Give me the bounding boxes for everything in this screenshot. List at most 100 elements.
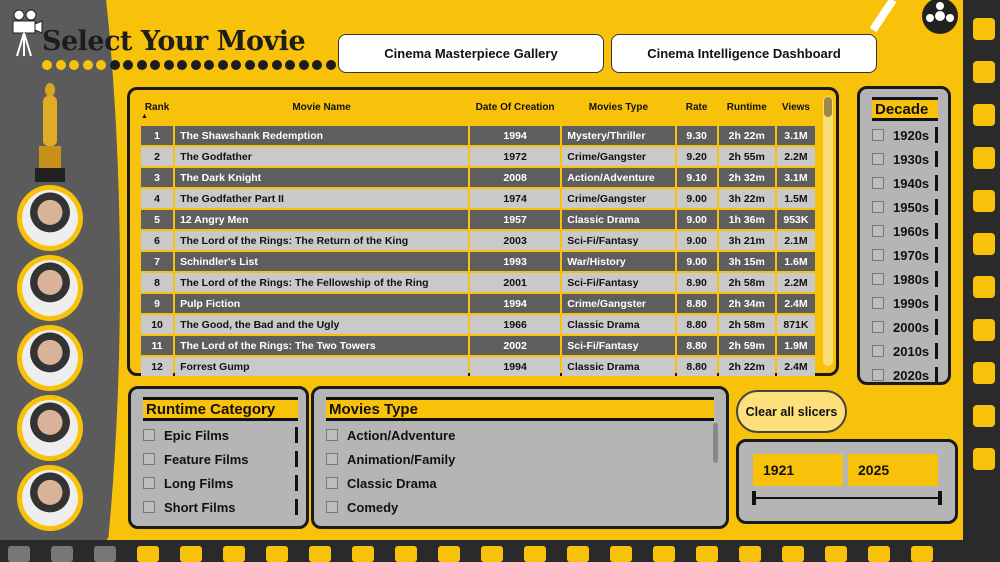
- nav-button-dashboard[interactable]: Cinema Intelligence Dashboard: [611, 34, 877, 73]
- table-cell: 9.00: [676, 189, 717, 208]
- slicer-option[interactable]: Comedy: [326, 495, 714, 519]
- actor-avatar[interactable]: [17, 185, 83, 251]
- slicer-option[interactable]: 1980s: [872, 267, 938, 291]
- film-hole: [973, 61, 995, 83]
- column-header[interactable]: Views: [781, 102, 810, 113]
- table-row[interactable]: 12 Forrest Gump 1994 Classic Drama 8.80 2h 22…: [141, 357, 815, 376]
- column-header[interactable]: Date Of Creation: [475, 102, 555, 113]
- year-range-min-handle[interactable]: [752, 491, 756, 505]
- table-row[interactable]: 4 The Godfather Part II 1974 Crime/Gangster…: [141, 189, 815, 208]
- slicer-option[interactable]: 1950s: [872, 195, 938, 219]
- table-row[interactable]: 2 The Godfather 1972 Crime/Gangster 9.20 2h 5…: [141, 147, 815, 166]
- table-cell: 1.9M: [776, 336, 815, 355]
- film-strip-right: [963, 0, 1000, 562]
- option-bar: [295, 475, 298, 491]
- film-hole: [438, 546, 460, 562]
- table-row[interactable]: 11 The Lord of the Rings: The Two Towers 2…: [141, 336, 815, 355]
- slicer-option[interactable]: 1920s: [872, 123, 938, 147]
- scrollbar-thumb[interactable]: [824, 97, 832, 117]
- checkbox[interactable]: [872, 249, 884, 261]
- table-row[interactable]: 5 12 Angry Men 1957 Classic Drama 9.00 1h 36m…: [141, 210, 815, 229]
- checkbox[interactable]: [326, 477, 338, 489]
- movies-type-slicer: Movies Type Action/Adventure Animation/Fa…: [311, 386, 729, 529]
- checkbox[interactable]: [872, 321, 884, 333]
- actor-avatar[interactable]: [17, 255, 83, 321]
- checkbox[interactable]: [872, 177, 884, 189]
- table-scrollbar[interactable]: [823, 96, 833, 366]
- checkbox[interactable]: [326, 453, 338, 465]
- table-cell: 953K: [776, 210, 815, 229]
- checkbox[interactable]: [872, 273, 884, 285]
- column-header[interactable]: Runtime: [726, 102, 767, 113]
- movie-table: Rank ▲ Movie Name Date Of Creation Movies Ty…: [139, 96, 817, 378]
- checkbox[interactable]: [143, 429, 155, 441]
- table-row[interactable]: 10 The Good, the Bad and the Ugly 1966 Clas…: [141, 315, 815, 334]
- year-range-max-handle[interactable]: [938, 491, 942, 505]
- table-row[interactable]: 6 The Lord of the Rings: The Return of th…: [141, 231, 815, 250]
- slicer-option[interactable]: Feature Films: [143, 447, 298, 471]
- slicer-option[interactable]: Action/Adventure: [326, 423, 714, 447]
- checkbox[interactable]: [143, 453, 155, 465]
- film-hole: [973, 147, 995, 169]
- slicer-option[interactable]: Long Films: [143, 471, 298, 495]
- slicer-option[interactable]: 2000s: [872, 315, 938, 339]
- slicer-option[interactable]: Short Films: [143, 495, 298, 519]
- year-max-input[interactable]: 2025: [848, 454, 938, 486]
- checkbox[interactable]: [326, 501, 338, 513]
- table-cell: 2.2M: [776, 147, 815, 166]
- film-hole: [973, 319, 995, 341]
- nav-button-gallery[interactable]: Cinema Masterpiece Gallery: [338, 34, 604, 73]
- table-cell: 8.80: [676, 357, 717, 376]
- film-hole: [973, 104, 995, 126]
- option-bar: [935, 247, 938, 263]
- checkbox[interactable]: [872, 297, 884, 309]
- table-cell: 871K: [776, 315, 815, 334]
- table-row[interactable]: 8 The Lord of the Rings: The Fellowship o…: [141, 273, 815, 292]
- slicer-option[interactable]: 1990s: [872, 291, 938, 315]
- page-title: Select Your Movie: [42, 26, 306, 57]
- checkbox[interactable]: [143, 501, 155, 513]
- slicer-option[interactable]: Epic Films: [143, 423, 298, 447]
- checkbox[interactable]: [872, 369, 884, 381]
- actor-photo: [22, 260, 78, 316]
- checkbox[interactable]: [143, 477, 155, 489]
- film-hole: [266, 546, 288, 562]
- actor-avatar[interactable]: [17, 395, 83, 461]
- table-row[interactable]: 3 The Dark Knight 2008 Action/Adventure 9.10…: [141, 168, 815, 187]
- table-cell: The Lord of the Rings: The Two Towers: [175, 336, 468, 355]
- year-min-input[interactable]: 1921: [753, 454, 843, 486]
- checkbox[interactable]: [872, 201, 884, 213]
- checkbox[interactable]: [872, 345, 884, 357]
- column-header[interactable]: Movies Type: [588, 102, 649, 113]
- actor-avatar[interactable]: [17, 465, 83, 531]
- actor-avatar[interactable]: [17, 325, 83, 391]
- column-header[interactable]: Rank ▲: [141, 98, 173, 124]
- table-cell: 2h 55m: [718, 147, 775, 166]
- film-reel-icon: [868, 0, 963, 36]
- slicer-option[interactable]: 2020s: [872, 363, 938, 387]
- checkbox[interactable]: [872, 225, 884, 237]
- dot: [190, 60, 201, 70]
- clear-all-slicers-button[interactable]: Clear all slicers: [736, 390, 847, 433]
- slicer-option[interactable]: 1940s: [872, 171, 938, 195]
- slicer-option[interactable]: 1960s: [872, 219, 938, 243]
- table-row[interactable]: 7 Schindler's List 1993 War/History 9.00 3h 1…: [141, 252, 815, 271]
- slicer-option[interactable]: 1930s: [872, 147, 938, 171]
- slicer-option[interactable]: 2010s: [872, 339, 938, 363]
- checkbox[interactable]: [326, 429, 338, 441]
- film-hole: [653, 546, 675, 562]
- table-cell: 1994: [469, 294, 561, 313]
- column-header[interactable]: Rate: [685, 102, 708, 113]
- slicer-option[interactable]: Classic Drama: [326, 471, 714, 495]
- checkbox[interactable]: [872, 129, 884, 141]
- table-cell: 2h 32m: [718, 168, 775, 187]
- column-header[interactable]: Movie Name: [292, 102, 351, 113]
- checkbox[interactable]: [872, 153, 884, 165]
- slicer-option[interactable]: 1970s: [872, 243, 938, 267]
- movies-type-scrollbar[interactable]: [713, 423, 718, 463]
- table-row[interactable]: 1 The Shawshank Redemption 1994 Mystery/Thr…: [141, 126, 815, 145]
- table-row[interactable]: 9 Pulp Fiction 1994 Crime/Gangster 8.80 2h 34…: [141, 294, 815, 313]
- table-cell: 2h 58m: [718, 315, 775, 334]
- table-cell: The Good, the Bad and the Ugly: [175, 315, 468, 334]
- slicer-option[interactable]: Animation/Family: [326, 447, 714, 471]
